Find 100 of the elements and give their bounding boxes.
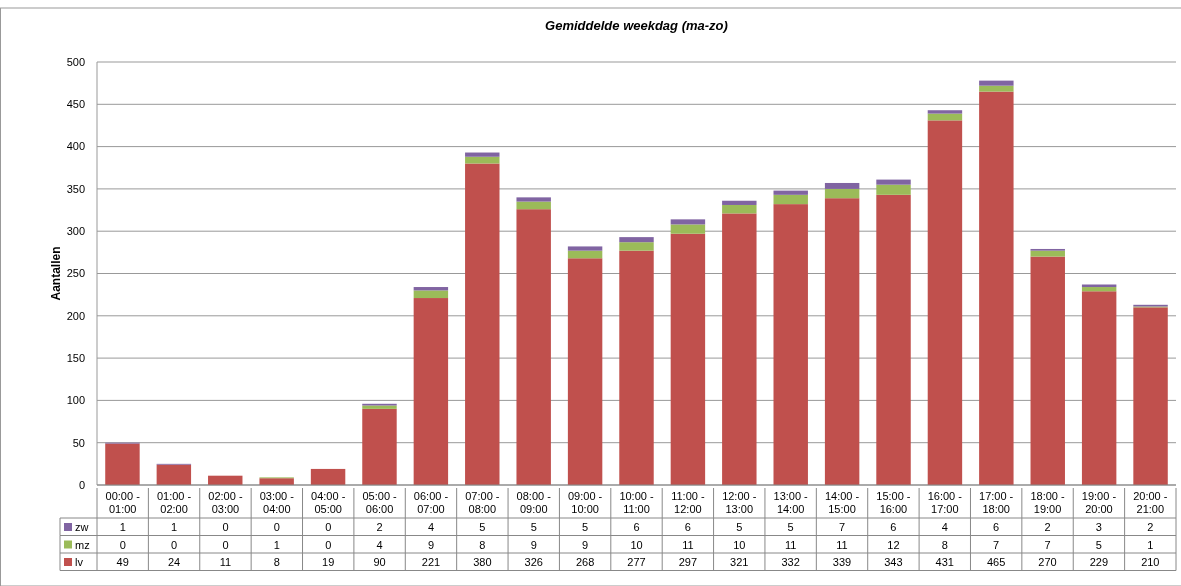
data-label: 221 (421, 556, 441, 568)
data-label: 0 (119, 538, 126, 551)
data-label: 380 (473, 556, 492, 568)
data-label: 3 (1095, 521, 1102, 533)
y-tick-label: 450 (66, 98, 85, 111)
y-tick-label: 250 (66, 267, 85, 280)
data-label: 10 (630, 538, 643, 551)
x-tick-label: 07:00 - 08:00 (465, 490, 500, 515)
data-label: 321 (730, 556, 749, 568)
y-tick-label: 400 (66, 140, 85, 153)
y-tick-label: 50 (72, 436, 85, 449)
data-label: 4 (427, 521, 435, 533)
data-label: 6 (890, 521, 897, 533)
bar (979, 80, 1014, 86)
bar (773, 204, 808, 485)
bar (1030, 250, 1065, 257)
data-label: 5 (787, 521, 794, 533)
bar (927, 120, 963, 485)
bar (362, 408, 397, 485)
data-label: 5 (479, 521, 486, 533)
bar (979, 91, 1014, 485)
bar (773, 190, 808, 195)
x-tick-label: 16:00 - 17:00 (927, 490, 963, 515)
data-label: 277 (627, 556, 646, 568)
data-label: 90 (373, 556, 386, 568)
data-label: 10 (733, 538, 746, 551)
y-tick-label: 150 (66, 351, 85, 364)
bar (619, 242, 654, 251)
data-label: 9 (582, 538, 589, 551)
bar (567, 250, 603, 259)
bar (619, 237, 654, 243)
data-label: 6 (684, 521, 691, 533)
data-label: 343 (884, 556, 903, 568)
bar (722, 204, 757, 214)
bar (1081, 287, 1117, 292)
data-label: 0 (273, 521, 280, 533)
bar (876, 194, 911, 485)
x-tick-label: 13:00 - 14:00 (773, 490, 809, 515)
data-label: 7 (1044, 538, 1051, 551)
x-tick-label: 19:00 - 20:00 (1081, 490, 1117, 515)
x-tick-label: 05:00 - 06:00 (362, 490, 398, 515)
x-tick-label: 03:00 - 04:00 (259, 490, 295, 515)
data-label: 268 (575, 556, 595, 568)
bar (619, 250, 654, 485)
data-label: 270 (1038, 556, 1057, 568)
y-tick-label: 0 (78, 478, 85, 491)
bar (1030, 256, 1065, 485)
data-label: 2 (376, 521, 383, 533)
x-tick-label: 00:00 - 01:00 (105, 490, 141, 515)
x-tick-label: 04:00 - 05:00 (311, 490, 346, 515)
chart-title: Gemiddelde weekdag (ma-zo) (545, 18, 728, 33)
data-label: 6 (633, 521, 640, 533)
x-tick-label: 12:00 - 13:00 (722, 490, 757, 515)
data-label: 0 (325, 521, 332, 533)
bar (979, 85, 1014, 92)
bar (722, 200, 757, 205)
data-label: 8 (941, 538, 948, 551)
data-label: 8 (273, 556, 280, 568)
data-label: 24 (167, 556, 181, 568)
data-label: 297 (678, 556, 698, 568)
data-label: 0 (222, 521, 229, 533)
x-tick-label: 17:00 - 18:00 (979, 490, 1014, 515)
legend-label: zw (75, 521, 89, 533)
data-label: 2 (1044, 521, 1051, 533)
x-tick-label: 06:00 - 07:00 (413, 490, 449, 515)
data-label: 6 (993, 521, 1000, 533)
data-label: 9 (427, 538, 435, 551)
bar (259, 478, 294, 485)
bar (876, 184, 911, 195)
data-label: 431 (935, 556, 954, 568)
bar (567, 246, 603, 251)
y-tick-label: 200 (66, 309, 85, 322)
bar (670, 233, 706, 485)
data-label: 210 (1141, 556, 1160, 568)
data-label: 8 (479, 538, 486, 551)
y-tick-label: 300 (66, 225, 85, 238)
bar (722, 213, 757, 485)
data-label: 12 (887, 538, 900, 551)
data-label: 19 (322, 556, 335, 568)
bar (465, 163, 500, 485)
bar (824, 188, 860, 199)
bar (1081, 291, 1117, 485)
bar (670, 219, 706, 225)
x-tick-label: 08:00 - 09:00 (516, 490, 552, 515)
data-label: 0 (171, 538, 178, 551)
data-label: 332 (781, 556, 800, 568)
data-label: 5 (530, 521, 537, 533)
y-tick-label: 100 (66, 394, 85, 407)
bar (1081, 284, 1117, 288)
x-tick-label: 11:00 - 12:00 (671, 490, 705, 515)
data-label: 0 (325, 538, 332, 551)
data-label: 4 (941, 521, 948, 533)
bar (156, 464, 192, 485)
bar (465, 156, 500, 164)
data-label: 7 (838, 521, 846, 533)
data-label: 229 (1089, 556, 1109, 568)
bar (516, 209, 551, 485)
data-label: 11 (219, 556, 232, 568)
bar (927, 110, 963, 114)
bar (824, 198, 860, 485)
